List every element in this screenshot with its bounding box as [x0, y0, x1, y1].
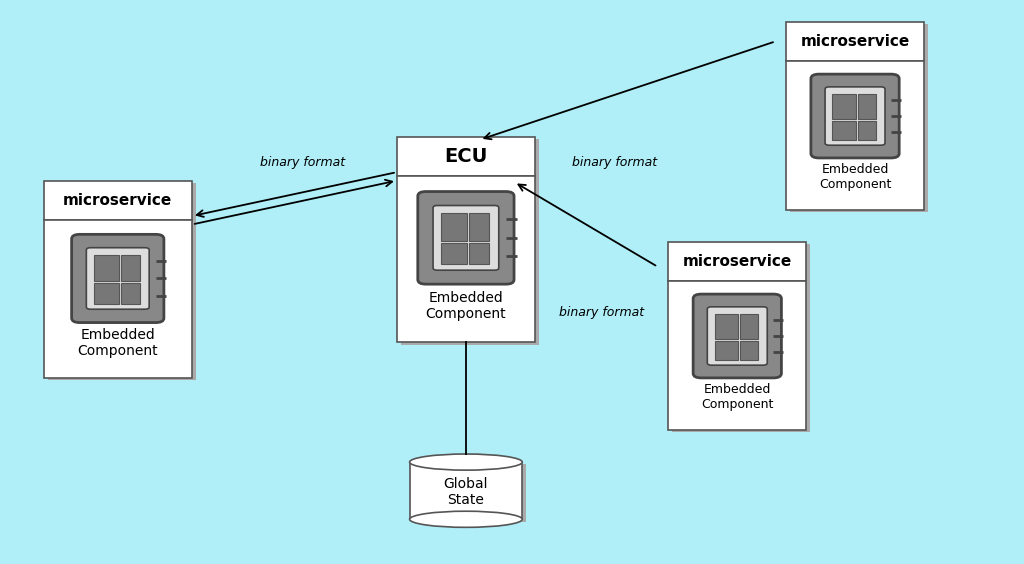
Ellipse shape	[410, 454, 522, 470]
Bar	[121, 255, 140, 281]
FancyBboxPatch shape	[825, 87, 885, 145]
FancyBboxPatch shape	[72, 235, 164, 323]
Text: Global
State: Global State	[443, 477, 488, 507]
Bar	[833, 94, 856, 119]
Bar	[715, 341, 738, 360]
Bar	[94, 284, 119, 303]
FancyBboxPatch shape	[433, 205, 499, 270]
Bar	[397, 137, 535, 177]
FancyBboxPatch shape	[693, 294, 781, 378]
Bar	[44, 180, 193, 221]
FancyBboxPatch shape	[811, 74, 899, 158]
FancyBboxPatch shape	[708, 307, 767, 365]
Bar	[44, 221, 193, 378]
Bar	[48, 223, 197, 380]
Bar	[440, 243, 467, 265]
Bar	[858, 94, 876, 119]
Bar	[440, 214, 467, 241]
Bar	[672, 283, 811, 432]
Text: Embedded
Component: Embedded Component	[819, 163, 891, 191]
Ellipse shape	[410, 511, 522, 527]
Bar	[791, 63, 928, 212]
FancyBboxPatch shape	[86, 248, 150, 309]
Text: microservice: microservice	[63, 193, 172, 208]
Text: Embedded
Component: Embedded Component	[426, 291, 506, 321]
Bar	[791, 24, 928, 63]
Bar	[414, 464, 526, 522]
Bar	[668, 281, 807, 430]
Bar	[469, 243, 489, 265]
Text: microservice: microservice	[801, 34, 909, 49]
Bar	[401, 139, 539, 179]
Text: binary format: binary format	[571, 156, 657, 169]
Bar	[740, 341, 758, 360]
Bar	[401, 179, 539, 345]
Text: binary format: binary format	[558, 306, 644, 319]
FancyBboxPatch shape	[418, 192, 514, 284]
Bar	[858, 121, 876, 140]
Bar	[740, 314, 758, 339]
Bar	[397, 177, 535, 342]
Bar	[786, 21, 924, 61]
Bar	[833, 121, 856, 140]
Bar	[786, 61, 924, 210]
Bar	[715, 314, 738, 339]
Text: ECU: ECU	[444, 147, 487, 166]
Bar	[668, 241, 807, 281]
Text: Embedded
Component: Embedded Component	[78, 328, 158, 358]
Bar	[48, 183, 197, 223]
Bar	[672, 244, 811, 283]
Text: binary format: binary format	[259, 156, 345, 169]
Text: microservice: microservice	[683, 254, 792, 269]
Bar	[469, 214, 489, 241]
Bar	[94, 255, 119, 281]
Bar	[121, 284, 140, 303]
Text: Embedded
Component: Embedded Component	[701, 383, 773, 411]
Bar	[410, 462, 522, 519]
